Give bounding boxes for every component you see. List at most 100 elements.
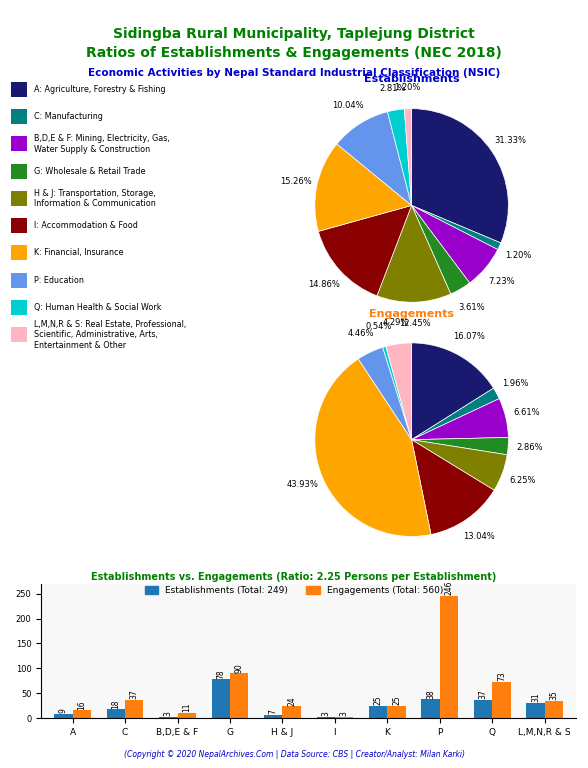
Bar [73,710,91,718]
Bar [11,136,26,151]
Text: 10.04%: 10.04% [332,101,364,111]
Bar [11,81,26,97]
Wedge shape [318,206,412,296]
Text: 1.20%: 1.20% [506,251,532,260]
Text: Establishments vs. Engagements (Ratio: 2.25 Persons per Establishment): Establishments vs. Engagements (Ratio: 2… [91,572,497,582]
Text: 4.46%: 4.46% [348,329,374,338]
Text: P: Education: P: Education [34,276,84,285]
Bar [11,300,26,315]
Wedge shape [377,206,451,303]
Text: 24: 24 [287,696,296,706]
Text: 3: 3 [164,711,173,716]
Text: 18: 18 [111,699,121,709]
Text: 13.04%: 13.04% [463,531,495,541]
Text: 16.07%: 16.07% [453,332,485,341]
Text: 2.81%: 2.81% [379,84,406,94]
Text: 3.61%: 3.61% [458,303,485,312]
Bar [11,109,26,124]
Text: G: Wholesale & Retail Trade: G: Wholesale & Retail Trade [34,167,146,176]
Text: B,D,E & F: Mining, Electricity, Gas,
Water Supply & Construction: B,D,E & F: Mining, Electricity, Gas, Wat… [34,134,170,154]
Text: (Copyright © 2020 NepalArchives.Com | Data Source: CBS | Creator/Analyst: Milan : (Copyright © 2020 NepalArchives.Com | Da… [123,750,465,759]
Text: 3: 3 [321,711,330,716]
Text: K: Financial, Insurance: K: Financial, Insurance [34,249,124,257]
Wedge shape [412,343,493,439]
Text: 4.29%: 4.29% [383,318,409,327]
Wedge shape [412,109,509,243]
Bar [264,714,282,718]
Wedge shape [383,346,412,439]
Wedge shape [358,347,412,439]
Bar [316,717,335,718]
Text: C: Manufacturing: C: Manufacturing [34,112,103,121]
Text: 37: 37 [479,690,487,699]
Bar [440,596,458,718]
Bar [544,700,563,718]
Text: 0.54%: 0.54% [365,322,392,331]
Text: Q: Human Health & Social Work: Q: Human Health & Social Work [34,303,162,312]
Title: Establishments: Establishments [364,74,459,84]
Legend: Establishments (Total: 249), Engagements (Total: 560): Establishments (Total: 249), Engagements… [141,582,447,598]
Wedge shape [412,399,509,439]
Text: 31.33%: 31.33% [494,136,526,144]
Wedge shape [412,438,509,455]
Text: Sidingba Rural Municipality, Taplejung District: Sidingba Rural Municipality, Taplejung D… [113,27,475,41]
Bar [422,699,440,718]
Title: Engagements: Engagements [369,309,454,319]
Text: 3: 3 [340,711,349,716]
Bar [212,679,230,718]
Text: 6.61%: 6.61% [513,409,540,417]
Text: 14.86%: 14.86% [308,280,340,290]
Bar [526,703,544,718]
Text: 37: 37 [130,690,139,699]
Text: 25: 25 [392,696,401,705]
Bar [492,682,510,718]
Bar [11,190,26,206]
Text: 38: 38 [426,689,435,699]
Bar [282,706,301,718]
Text: 31: 31 [531,693,540,702]
Text: Ratios of Establishments & Engagements (NEC 2018): Ratios of Establishments & Engagements (… [86,46,502,60]
Text: A: Agriculture, Forestry & Fishing: A: Agriculture, Forestry & Fishing [34,85,166,94]
Text: 16: 16 [77,700,86,710]
Wedge shape [412,439,494,535]
Bar [11,218,26,233]
Bar [335,717,353,718]
Text: 90: 90 [235,663,243,673]
Text: H & J: Transportation, Storage,
Information & Communication: H & J: Transportation, Storage, Informat… [34,189,156,208]
Wedge shape [387,109,412,206]
Bar [159,717,178,718]
Wedge shape [315,359,431,536]
Text: Economic Activities by Nepal Standard Industrial Classification (NSIC): Economic Activities by Nepal Standard In… [88,68,500,78]
Text: 35: 35 [549,690,559,700]
Bar [178,713,196,718]
Wedge shape [386,343,412,439]
Text: 11: 11 [182,703,191,712]
Wedge shape [412,206,501,250]
Wedge shape [412,206,497,283]
Bar [474,700,492,718]
Bar [125,700,143,718]
Text: 1.96%: 1.96% [502,379,529,388]
Text: 7.23%: 7.23% [489,277,515,286]
Wedge shape [315,144,412,231]
Wedge shape [405,109,412,206]
Text: 1.20%: 1.20% [394,83,420,92]
Wedge shape [412,388,499,439]
Bar [11,273,26,287]
Wedge shape [412,206,470,294]
Bar [11,245,26,260]
Text: 6.25%: 6.25% [509,476,536,485]
Text: 78: 78 [216,669,225,679]
Bar [11,327,26,342]
Text: 73: 73 [497,671,506,681]
Bar [54,713,73,718]
Bar [11,164,26,178]
Wedge shape [337,111,412,206]
Bar [387,706,406,718]
Text: 9: 9 [59,708,68,713]
Text: 25: 25 [374,696,383,705]
Bar [369,706,387,718]
Text: 15.26%: 15.26% [280,177,312,186]
Text: 246: 246 [445,581,453,595]
Bar [230,674,248,718]
